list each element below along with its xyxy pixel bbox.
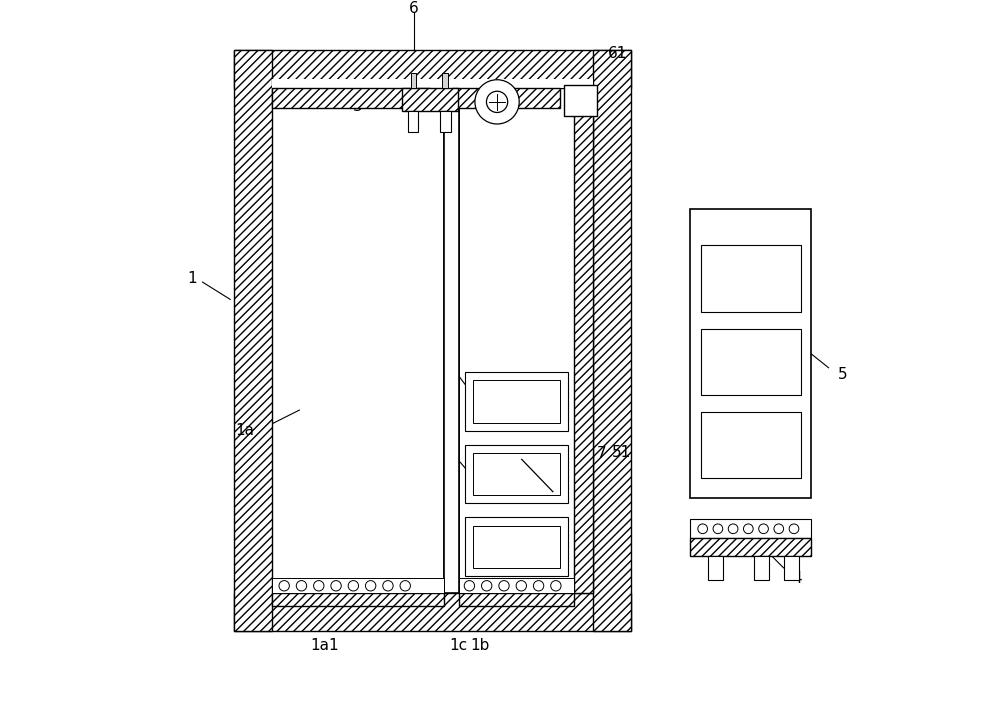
- Circle shape: [486, 91, 508, 112]
- Bar: [444, 88, 459, 593]
- Bar: [754, 556, 769, 580]
- Text: 5: 5: [838, 367, 847, 382]
- Text: 51: 51: [611, 445, 631, 460]
- Text: 1c: 1c: [449, 638, 467, 653]
- Bar: [701, 245, 801, 312]
- Circle shape: [698, 524, 708, 534]
- Bar: [574, 88, 593, 593]
- Bar: [402, 88, 458, 111]
- Text: 1a1: 1a1: [311, 638, 339, 653]
- Bar: [272, 88, 430, 108]
- Bar: [473, 526, 560, 568]
- Circle shape: [499, 581, 509, 591]
- Circle shape: [314, 581, 324, 591]
- Circle shape: [296, 581, 307, 591]
- Bar: [701, 329, 801, 395]
- Bar: [411, 72, 416, 88]
- Text: 2: 2: [485, 404, 494, 418]
- Text: 1a: 1a: [235, 423, 254, 438]
- Circle shape: [713, 524, 723, 534]
- Bar: [473, 380, 560, 423]
- Bar: [234, 593, 631, 631]
- Text: 1: 1: [187, 271, 197, 286]
- Circle shape: [774, 524, 784, 534]
- Text: 6: 6: [409, 1, 418, 16]
- Bar: [690, 538, 811, 556]
- Circle shape: [759, 524, 768, 534]
- Text: 61: 61: [608, 46, 627, 61]
- Bar: [465, 517, 568, 576]
- Bar: [452, 88, 560, 108]
- Bar: [272, 88, 444, 593]
- Bar: [459, 578, 574, 593]
- Bar: [690, 519, 811, 538]
- Bar: [234, 51, 631, 88]
- Bar: [701, 412, 801, 479]
- Bar: [272, 593, 444, 606]
- Circle shape: [348, 581, 359, 591]
- Text: 3: 3: [353, 99, 362, 114]
- Bar: [234, 51, 272, 631]
- Bar: [408, 111, 418, 132]
- Bar: [440, 111, 451, 132]
- Circle shape: [789, 524, 799, 534]
- Bar: [459, 593, 574, 606]
- Circle shape: [383, 581, 393, 591]
- Bar: [708, 556, 723, 580]
- Circle shape: [482, 581, 492, 591]
- Circle shape: [331, 581, 341, 591]
- Circle shape: [475, 80, 519, 124]
- Bar: [272, 578, 444, 593]
- Circle shape: [516, 581, 526, 591]
- Circle shape: [279, 581, 289, 591]
- Bar: [784, 556, 799, 580]
- Bar: [272, 79, 593, 88]
- Bar: [465, 444, 568, 503]
- Circle shape: [533, 581, 544, 591]
- Bar: [459, 88, 593, 593]
- Bar: [564, 85, 597, 116]
- Circle shape: [464, 581, 475, 591]
- Bar: [442, 72, 448, 88]
- Circle shape: [743, 524, 753, 534]
- Bar: [690, 209, 811, 498]
- Text: 7: 7: [597, 446, 606, 461]
- Circle shape: [400, 581, 410, 591]
- Text: 4: 4: [793, 571, 802, 585]
- Text: 21: 21: [480, 479, 499, 494]
- Circle shape: [365, 581, 376, 591]
- Bar: [593, 51, 631, 631]
- Circle shape: [728, 524, 738, 534]
- Bar: [465, 372, 568, 431]
- Bar: [473, 453, 560, 495]
- Circle shape: [551, 581, 561, 591]
- Text: 1b: 1b: [470, 638, 489, 653]
